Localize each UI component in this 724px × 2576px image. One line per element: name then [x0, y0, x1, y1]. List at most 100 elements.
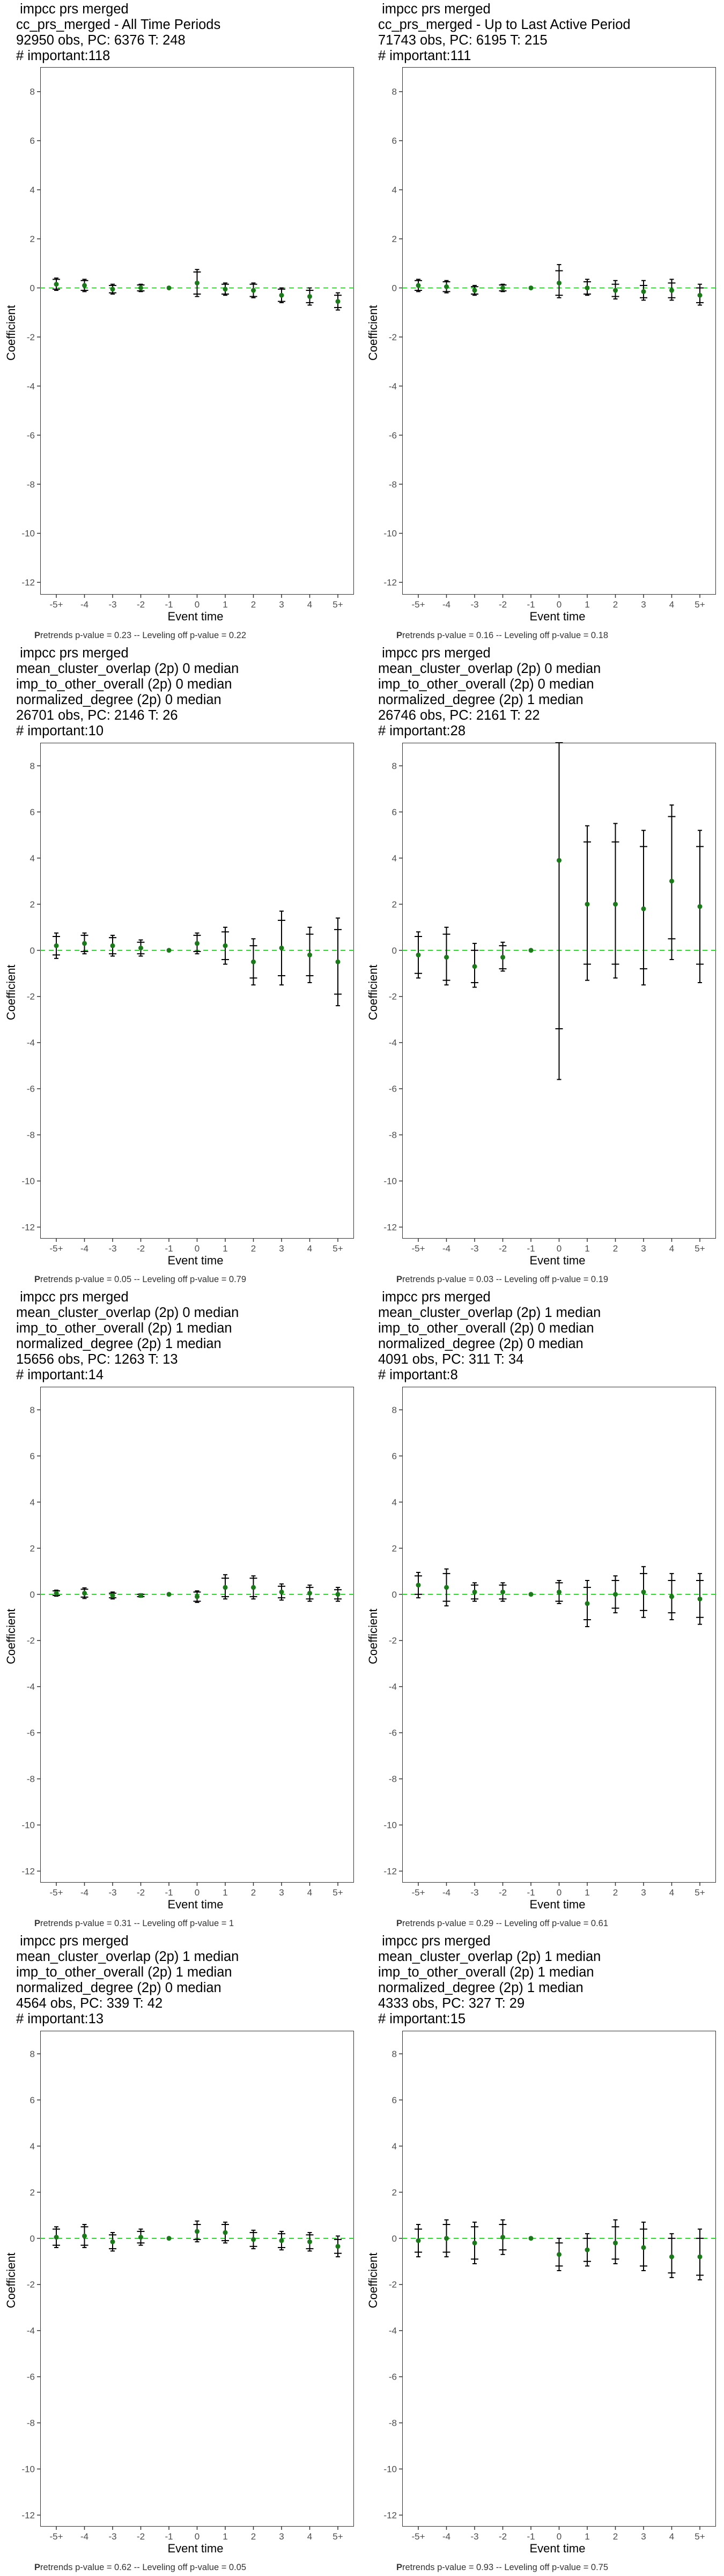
x-tick-label: 5+ — [695, 1243, 705, 1254]
coefficient-point — [613, 902, 618, 907]
coefficient-point — [669, 1594, 674, 1599]
x-tick-label: -3 — [470, 599, 478, 610]
x-tick-label: -4 — [442, 1243, 450, 1254]
x-tick-label: -1 — [527, 599, 535, 610]
x-tick-label: 4 — [307, 599, 312, 610]
chart-panel: impcc prs merged cc_prs_merged - Up to La… — [362, 0, 724, 644]
coefficient-point — [335, 299, 341, 304]
coefficient-point — [444, 1585, 449, 1590]
y-tick-label: -4 — [27, 2326, 35, 2336]
chart-title-line: imp_to_other_overall (2p) 0 median — [378, 1321, 594, 1336]
p-value-caption: Pretrends p-value = 0.05 -- Leveling off… — [34, 1275, 246, 1285]
caption-text: retrends p-value = 0.31 -- Leveling off … — [40, 1919, 234, 1928]
plot-area — [402, 1387, 716, 1883]
chart-title-line: impcc prs merged — [16, 1934, 129, 1949]
coefficient-point — [279, 292, 284, 298]
y-tick-label: 8 — [30, 761, 35, 771]
x-tick-label: -2 — [499, 1243, 507, 1254]
y-tick-label: 8 — [30, 1405, 35, 1415]
y-tick-label: 2 — [30, 234, 35, 244]
coefficient-point — [613, 1592, 618, 1597]
p-value-caption: Pretrends p-value = 0.16 -- Leveling off… — [396, 631, 608, 641]
x-tick-label: 4 — [669, 1887, 674, 1898]
coefficient-point — [110, 2239, 115, 2244]
chart-panel: impcc prs merged mean_cluster_overlap (2p… — [362, 1932, 724, 2576]
x-tick-label: 3 — [279, 1243, 284, 1254]
chart-title-line: 4564 obs, PC: 339 T: 42 — [16, 1996, 163, 2011]
y-tick-label: 6 — [392, 136, 397, 146]
chart-title-line: impcc prs merged — [16, 1290, 129, 1305]
coefficient-point — [223, 1585, 228, 1590]
y-tick-label: -2 — [389, 1636, 397, 1646]
x-tick-label: 1 — [223, 2531, 227, 2542]
chart-title-line: normalized_degree (2p) 0 median — [378, 1336, 583, 1351]
y-axis-label: Coefficient — [366, 2252, 380, 2308]
x-tick-label: 2 — [251, 2531, 256, 2542]
x-tick-label: 3 — [641, 599, 646, 610]
coefficient-point — [251, 959, 256, 964]
y-tick-label: -4 — [389, 2326, 397, 2336]
coefficient-point — [669, 288, 674, 293]
chart-title: impcc prs merged mean_cluster_overlap (2p… — [378, 646, 601, 739]
y-tick-label: 6 — [392, 2095, 397, 2105]
x-tick-label: 2 — [613, 599, 618, 610]
x-tick-label: 5+ — [333, 1887, 343, 1898]
chart-title-line: 4333 obs, PC: 327 T: 29 — [378, 1996, 525, 2011]
y-tick-label: -10 — [383, 529, 397, 539]
y-tick-label: -8 — [27, 1130, 35, 1140]
x-tick-label: -5+ — [411, 1243, 425, 1254]
y-axis-label: Coefficient — [4, 2252, 18, 2308]
y-tick-label: -4 — [27, 1682, 35, 1692]
chart-title-line: cc_prs_merged - Up to Last Active Period — [378, 17, 631, 32]
coefficient-point — [54, 943, 59, 948]
coefficient-point — [641, 1589, 646, 1594]
coefficient-point — [82, 941, 87, 946]
chart-title-line: # important:10 — [16, 723, 104, 738]
y-tick-label: -10 — [383, 1820, 397, 1831]
x-axis-label: Event time — [167, 610, 224, 623]
coefficient-point — [279, 1589, 284, 1594]
x-axis-label: Event time — [529, 2542, 586, 2555]
x-tick-label: -1 — [527, 1243, 535, 1254]
y-tick-label: 4 — [392, 2141, 397, 2151]
chart-title-line: impcc prs merged — [378, 1934, 491, 1949]
p-value-caption: Pretrends p-value = 0.93 -- Leveling off… — [396, 2563, 608, 2573]
p-value-caption: Pretrends p-value = 0.23 -- Leveling off… — [34, 631, 246, 641]
x-tick-label: 2 — [613, 1243, 618, 1254]
chart-title-line: # important:15 — [378, 2011, 466, 2026]
x-tick-label: -2 — [137, 599, 145, 610]
coefficient-point — [528, 948, 534, 953]
coefficient-point — [416, 1583, 421, 1588]
x-tick-label: -3 — [108, 2531, 116, 2542]
y-axis-label: Coefficient — [4, 1608, 18, 1664]
coefficient-point — [585, 902, 590, 907]
x-axis-label: Event time — [167, 2542, 224, 2555]
y-axis-label: Coefficient — [366, 304, 380, 361]
y-tick-label: 6 — [30, 807, 35, 817]
y-tick-label: 4 — [30, 853, 35, 863]
x-tick-label: 1 — [585, 2531, 589, 2542]
p-value-caption: Pretrends p-value = 0.31 -- Leveling off… — [34, 1919, 234, 1929]
chart-title: impcc prs merged cc_prs_merged - Up to La… — [378, 2, 631, 64]
chart-title-line: normalized_degree (2p) 1 median — [378, 692, 583, 707]
coefficient-point — [307, 1591, 312, 1596]
y-tick-label: 0 — [30, 283, 35, 293]
x-tick-label: -4 — [80, 1887, 88, 1898]
coefficient-point — [110, 943, 115, 948]
coefficient-point — [500, 955, 505, 960]
y-axis-label: Coefficient — [4, 304, 18, 361]
y-tick-label: 2 — [30, 2187, 35, 2198]
chart-title-line: normalized_degree (2p) 1 median — [378, 1980, 583, 1995]
coefficient-point — [500, 285, 505, 290]
coefficient-point — [669, 879, 674, 884]
y-tick-label: 2 — [30, 1543, 35, 1554]
y-axis-label: Coefficient — [4, 964, 18, 1020]
y-tick-label: -12 — [21, 1223, 35, 1233]
coefficient-point — [307, 952, 312, 957]
chart-title-line: imp_to_other_overall (2p) 1 median — [378, 1965, 594, 1980]
coefficient-point — [641, 289, 646, 294]
y-tick-label: -10 — [383, 1176, 397, 1187]
y-tick-label: 2 — [392, 1543, 397, 1554]
y-tick-label: 0 — [30, 2234, 35, 2244]
x-tick-label: 5+ — [333, 599, 343, 610]
